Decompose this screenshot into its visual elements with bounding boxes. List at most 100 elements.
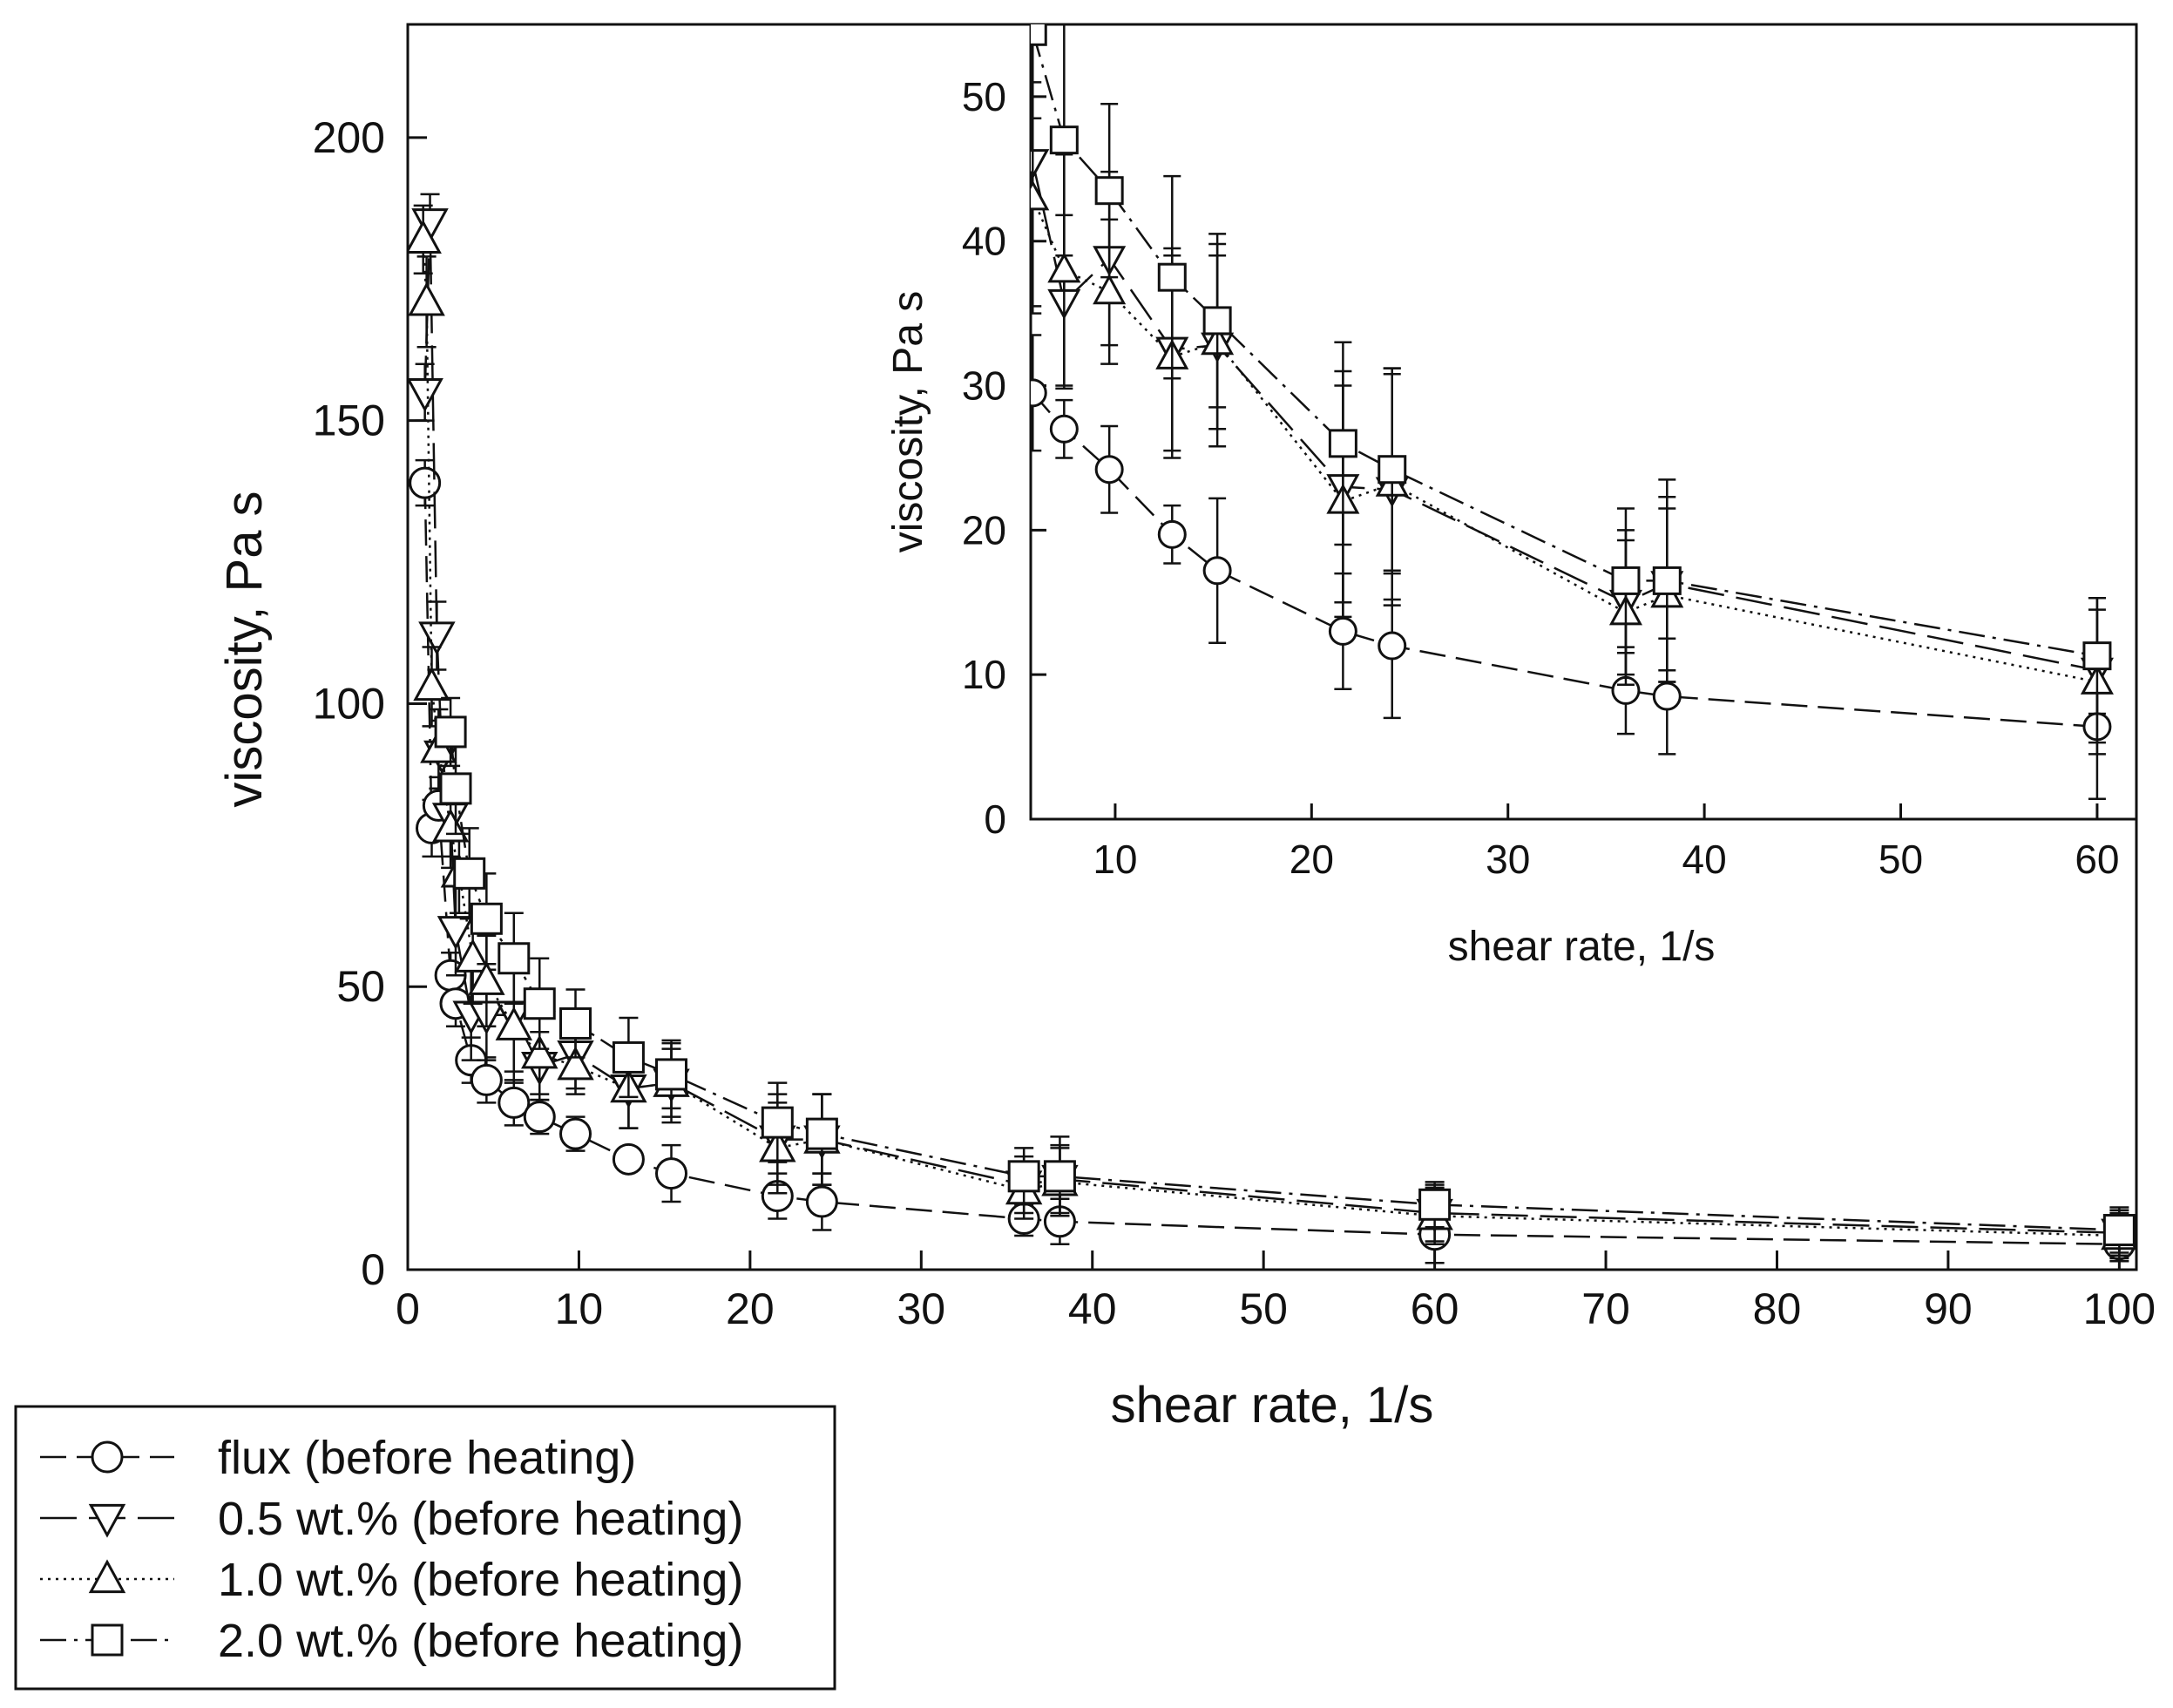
inset-x-tick-label: 50 [1879, 837, 1923, 882]
main-series-square [434, 696, 2136, 1254]
main-x-tick-label: 100 [2083, 1284, 2156, 1333]
main-data-area [408, 193, 2136, 1264]
main-point-circle [559, 1117, 592, 1150]
main-y-tick-label: 0 [361, 1245, 385, 1294]
main-x-tick-label: 30 [897, 1284, 945, 1333]
inset-point-circle [1652, 681, 1682, 711]
main-point-square [523, 987, 556, 1020]
inset-x-tick-label: 10 [1093, 837, 1137, 882]
main-y-tick-label: 50 [336, 962, 385, 1011]
inset-point-square [1049, 125, 1079, 155]
main-point-square [612, 1040, 645, 1074]
main-x-axis-title: shear rate, 1/s [1111, 1377, 1434, 1434]
main-point-triangle-up [495, 1006, 533, 1040]
main-point-triangle-down [418, 621, 456, 656]
inset-x-tick-label: 20 [1290, 837, 1334, 882]
main-x-tick-label: 20 [726, 1284, 775, 1333]
main-point-square [1007, 1160, 1040, 1193]
inset-point-circle [1049, 414, 1079, 444]
inset-point-square [1328, 429, 1357, 458]
inset-series-line [1032, 30, 2098, 657]
inset-y-tick-label: 20 [962, 507, 1006, 552]
legend-item: 0.5 wt.% (before heating) [40, 1493, 743, 1545]
main-point-square [439, 772, 472, 805]
inset-point-circle [1031, 378, 1047, 408]
main-x-tick-label: 80 [1753, 1284, 1802, 1333]
main-x-tick-label: 0 [396, 1284, 420, 1333]
main-x-tick-label: 60 [1411, 1284, 1459, 1333]
inset-point-square [1031, 24, 1047, 46]
inset-series-circle [1031, 334, 2112, 801]
inset-point-circle [1157, 519, 1187, 549]
legend-item: 2.0 wt.% (before heating) [40, 1615, 743, 1667]
main-point-circle [523, 1101, 556, 1134]
main-point-square [761, 1106, 794, 1139]
inset-plot-frame [1029, 23, 2138, 821]
main-y-tick-label: 200 [313, 113, 385, 162]
inset-point-circle [1328, 616, 1357, 646]
legend-label: 1.0 wt.% (before heating) [218, 1554, 743, 1606]
main-point-circle [805, 1185, 838, 1218]
main-y-tick-label: 150 [313, 396, 385, 445]
inset-x-tick-label: 40 [1682, 837, 1727, 882]
main-point-circle [470, 1063, 503, 1096]
main-point-triangle-up [521, 1034, 558, 1069]
legend-marker-square [91, 1623, 124, 1657]
main-point-circle [409, 466, 442, 499]
legend-item: flux (before heating) [40, 1432, 636, 1484]
main-y-axis-title: viscosity, Pa s [216, 491, 273, 807]
inset-point-circle [1202, 556, 1232, 586]
inset-point-square [1094, 176, 1124, 206]
main-point-square [434, 715, 467, 749]
inset-y-tick-label: 40 [962, 219, 1006, 264]
main-point-square [805, 1117, 838, 1150]
main-point-square [1043, 1160, 1076, 1193]
legend: flux (before heating) 0.5 wt.% (before he… [14, 1405, 836, 1691]
main-point-triangle-up [408, 281, 445, 316]
inset-y-tick-label: 50 [962, 74, 1006, 119]
main-y-tick-label: 100 [313, 679, 385, 728]
main-point-square [453, 857, 486, 890]
legend-label: 2.0 wt.% (before heating) [218, 1615, 743, 1667]
legend-label: flux (before heating) [218, 1432, 636, 1484]
main-point-triangle-up [468, 961, 505, 995]
main-x-tick-label: 40 [1068, 1284, 1117, 1333]
main-x-tick-label: 10 [555, 1284, 604, 1333]
inset-y-tick-label: 30 [962, 363, 1006, 409]
inset-y-tick-label: 10 [962, 652, 1006, 697]
main-point-square [2102, 1214, 2136, 1247]
inset-x-tick-label: 30 [1486, 837, 1530, 882]
inset-point-square [1157, 262, 1187, 292]
legend-marker-triangle-down [88, 1503, 126, 1538]
legend-item: 1.0 wt.% (before heating) [40, 1554, 743, 1606]
inset-point-square [1378, 455, 1407, 485]
main-point-triangle-up [557, 1046, 594, 1081]
main-point-circle [612, 1142, 645, 1176]
main-point-square [1418, 1188, 1452, 1221]
inset-point-square [1652, 566, 1682, 595]
main-x-tick-label: 50 [1239, 1284, 1288, 1333]
inset-data-area [1031, 24, 2114, 801]
inset-x-tick-label: 60 [2075, 837, 2119, 882]
main-x-tick-label: 90 [1924, 1284, 1973, 1333]
main-point-square [655, 1058, 688, 1091]
legend-marker-triangle-up [88, 1559, 126, 1594]
legend-marker-circle [91, 1440, 124, 1474]
inset-series-line [1032, 392, 2098, 729]
main-point-square [498, 942, 531, 975]
main-point-circle [655, 1157, 688, 1190]
inset-point-triangle-up [1047, 252, 1081, 283]
main-point-circle [498, 1086, 531, 1119]
legend-label: 0.5 wt.% (before heating) [218, 1493, 743, 1545]
inset-point-triangle-up [1031, 180, 1050, 211]
main-x-tick-label: 70 [1581, 1284, 1630, 1333]
main-point-triangle-down [437, 916, 475, 950]
main-point-triangle-down [408, 378, 443, 412]
main-point-triangle-up [413, 667, 450, 702]
inset-point-square [1611, 566, 1641, 595]
main-plot: 0 10 20 30 40 50 60 70 80 90 100 0 50 100 150 200 shear … [216, 23, 2156, 1434]
inset-y-axis-title: viscosity, Pa s [885, 291, 931, 553]
inset-series-line [1032, 197, 2098, 683]
inset-series-square [1031, 24, 2112, 715]
